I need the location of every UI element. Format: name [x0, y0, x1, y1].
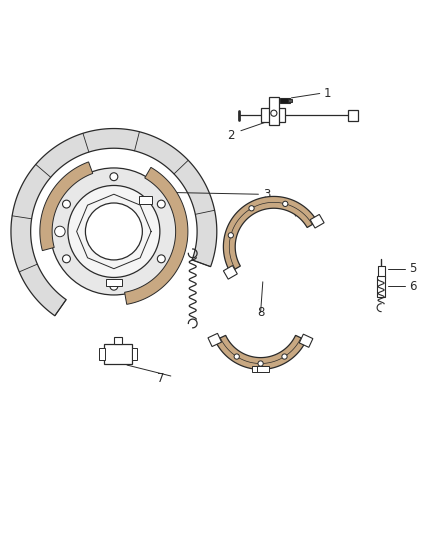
FancyBboxPatch shape	[288, 99, 292, 102]
Circle shape	[68, 185, 160, 278]
Text: 8: 8	[258, 306, 265, 319]
Polygon shape	[310, 214, 324, 228]
Polygon shape	[40, 162, 93, 251]
Text: 1: 1	[324, 87, 332, 100]
Polygon shape	[208, 333, 222, 346]
Circle shape	[157, 200, 165, 208]
Polygon shape	[223, 197, 318, 272]
Polygon shape	[299, 334, 313, 348]
FancyBboxPatch shape	[348, 110, 358, 121]
Circle shape	[228, 233, 233, 238]
FancyBboxPatch shape	[106, 279, 122, 286]
Text: 4: 4	[300, 209, 307, 223]
FancyBboxPatch shape	[257, 366, 269, 373]
Circle shape	[282, 354, 287, 359]
Circle shape	[234, 354, 239, 359]
FancyBboxPatch shape	[261, 108, 285, 123]
Polygon shape	[124, 167, 188, 304]
Circle shape	[63, 255, 71, 263]
Circle shape	[157, 255, 165, 263]
Circle shape	[55, 226, 65, 237]
Circle shape	[249, 206, 254, 211]
Text: 2: 2	[227, 128, 234, 142]
Circle shape	[85, 203, 142, 260]
Text: 5: 5	[410, 262, 417, 275]
Circle shape	[50, 168, 177, 295]
Text: 6: 6	[410, 280, 417, 293]
Circle shape	[271, 110, 277, 116]
FancyBboxPatch shape	[132, 348, 137, 360]
Text: 7: 7	[157, 372, 164, 385]
Circle shape	[110, 282, 118, 290]
FancyBboxPatch shape	[99, 348, 105, 360]
Circle shape	[110, 173, 118, 181]
Text: 3: 3	[263, 188, 270, 201]
FancyBboxPatch shape	[280, 98, 290, 103]
FancyBboxPatch shape	[104, 344, 132, 364]
Circle shape	[63, 200, 71, 208]
Circle shape	[258, 361, 263, 366]
FancyBboxPatch shape	[269, 98, 279, 125]
FancyBboxPatch shape	[252, 366, 265, 373]
FancyBboxPatch shape	[378, 266, 385, 278]
Polygon shape	[215, 335, 306, 369]
Polygon shape	[223, 265, 237, 279]
FancyBboxPatch shape	[114, 337, 122, 344]
Circle shape	[283, 201, 288, 206]
FancyBboxPatch shape	[139, 196, 152, 204]
FancyBboxPatch shape	[377, 276, 385, 297]
Polygon shape	[11, 128, 217, 316]
